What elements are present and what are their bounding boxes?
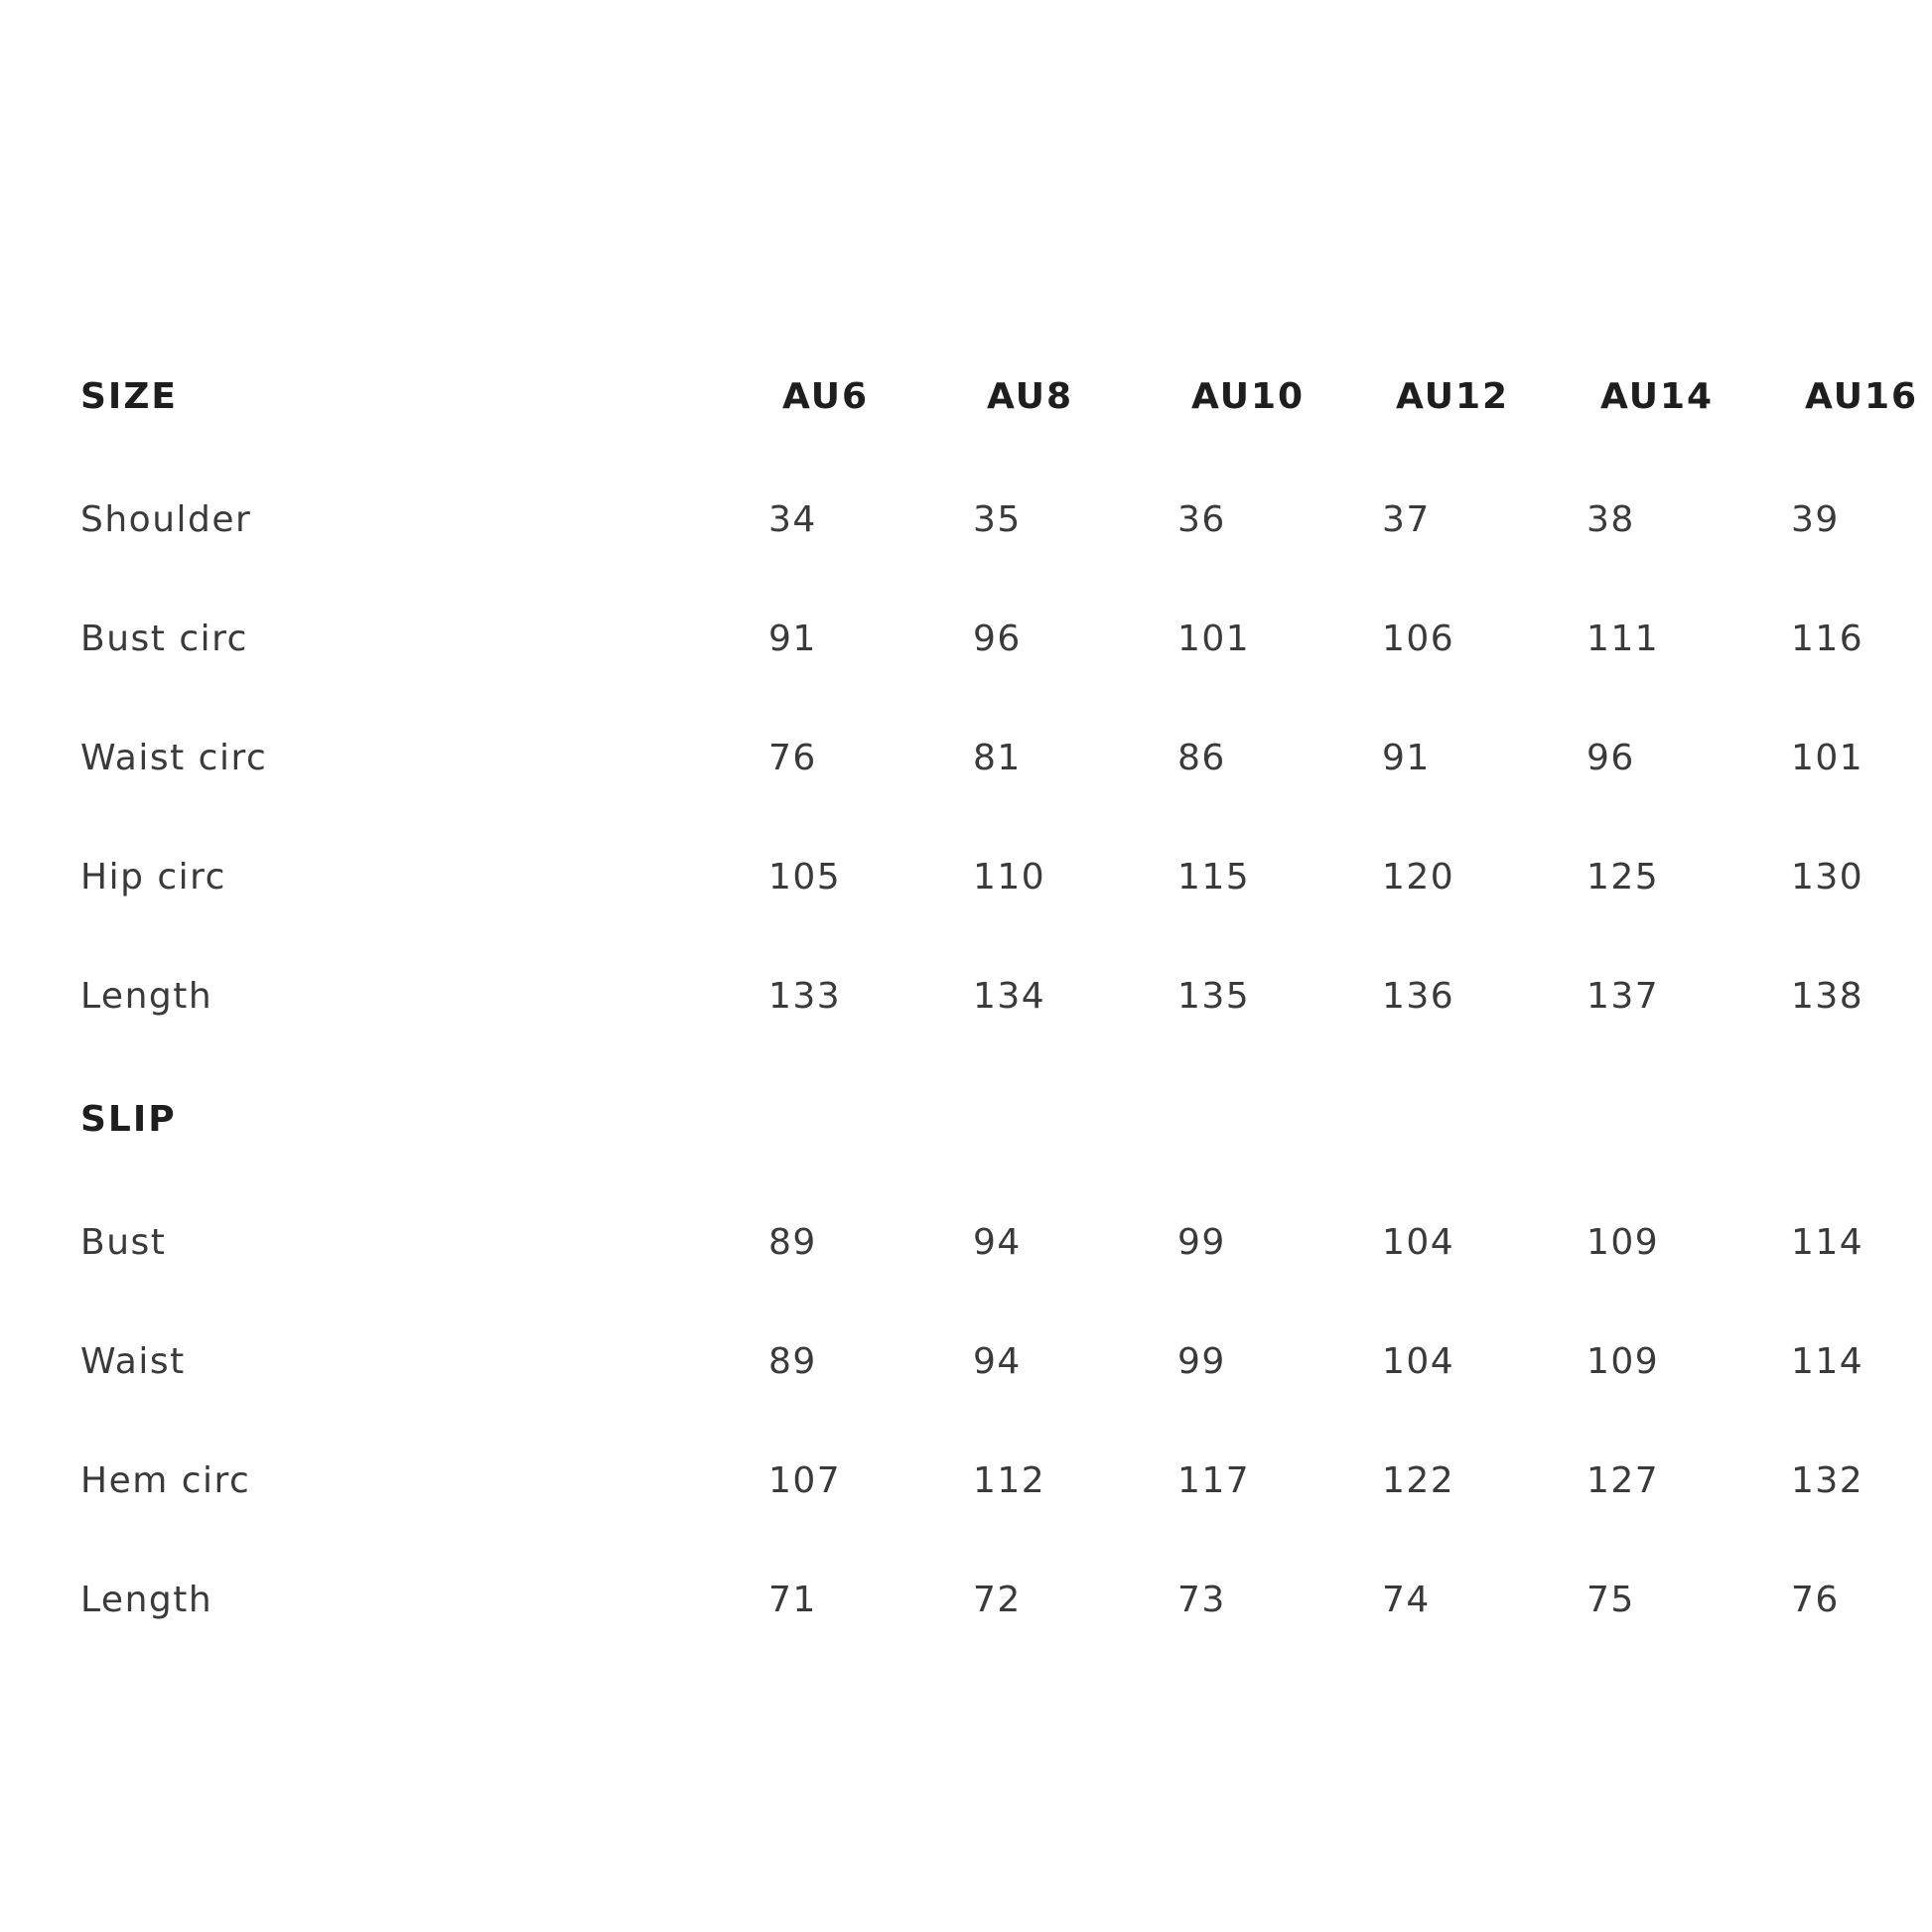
table-cell: 39: [1791, 499, 1840, 540]
table-cell: 73: [1177, 1580, 1226, 1620]
table-cell: 74: [1382, 1580, 1431, 1620]
row-label: Hip circ: [80, 857, 226, 897]
table-cell: 72: [973, 1580, 1022, 1620]
table-cell: 114: [1791, 1222, 1864, 1263]
table-cell: 130: [1791, 857, 1864, 897]
table-cell: 35: [973, 499, 1022, 540]
table-cell: 133: [768, 976, 842, 1017]
table-cell: 91: [768, 619, 817, 659]
table-cell: 75: [1587, 1580, 1635, 1620]
row-label: Shoulder: [80, 499, 252, 540]
table-cell: 125: [1587, 857, 1660, 897]
table-cell: 127: [1587, 1460, 1660, 1501]
size-column-header: AU14: [1600, 376, 1715, 417]
size-column-header: AU10: [1191, 376, 1306, 417]
table-cell: 109: [1587, 1341, 1660, 1382]
table-cell: 34: [768, 499, 817, 540]
table-cell: 38: [1587, 499, 1635, 540]
row-label: Length: [80, 976, 213, 1017]
size-column-header: AU16: [1805, 376, 1919, 417]
table-cell: 94: [973, 1341, 1022, 1382]
table-cell: 94: [973, 1222, 1022, 1263]
table-cell: 111: [1587, 619, 1660, 659]
table-cell: 104: [1382, 1222, 1455, 1263]
row-label: Waist: [80, 1341, 186, 1382]
table-cell: 96: [973, 619, 1022, 659]
table-cell: 138: [1791, 976, 1864, 1017]
row-label: Bust: [80, 1222, 167, 1263]
table-cell: 99: [1177, 1341, 1226, 1382]
row-label: Hem circ: [80, 1460, 251, 1501]
table-cell: 37: [1382, 499, 1431, 540]
table-cell: 120: [1382, 857, 1455, 897]
table-cell: 117: [1177, 1460, 1251, 1501]
table-cell: 99: [1177, 1222, 1226, 1263]
table-cell: 71: [768, 1580, 817, 1620]
table-cell: 81: [973, 738, 1022, 778]
table-cell: 122: [1382, 1460, 1455, 1501]
size-column-header: AU8: [987, 376, 1074, 417]
table-cell: 137: [1587, 976, 1660, 1017]
table-cell: 89: [768, 1341, 817, 1382]
table-cell: 135: [1177, 976, 1251, 1017]
table-cell: 91: [1382, 738, 1431, 778]
table-cell: 101: [1177, 619, 1251, 659]
row-label: Length: [80, 1580, 213, 1620]
table-cell: 76: [1791, 1580, 1840, 1620]
table-cell: 105: [768, 857, 842, 897]
size-column-header: AU6: [782, 376, 870, 417]
table-cell: 101: [1791, 738, 1864, 778]
table-cell: 136: [1382, 976, 1455, 1017]
size-header: SIZE: [80, 376, 179, 417]
table-cell: 114: [1791, 1341, 1864, 1382]
table-cell: 76: [768, 738, 817, 778]
table-cell: 106: [1382, 619, 1455, 659]
table-cell: 116: [1791, 619, 1864, 659]
table-cell: 110: [973, 857, 1046, 897]
table-cell: 104: [1382, 1341, 1455, 1382]
row-label: Bust circ: [80, 619, 248, 659]
table-cell: 112: [973, 1460, 1046, 1501]
row-label: Waist circ: [80, 738, 268, 778]
table-cell: 134: [973, 976, 1046, 1017]
table-cell: 36: [1177, 499, 1226, 540]
table-cell: 96: [1587, 738, 1635, 778]
size-column-header: AU12: [1396, 376, 1510, 417]
table-cell: 109: [1587, 1222, 1660, 1263]
table-cell: 115: [1177, 857, 1251, 897]
table-cell: 107: [768, 1460, 842, 1501]
table-cell: 89: [768, 1222, 817, 1263]
table-cell: 86: [1177, 738, 1226, 778]
table-cell: 132: [1791, 1460, 1864, 1501]
slip-header: SLIP: [80, 1099, 177, 1140]
